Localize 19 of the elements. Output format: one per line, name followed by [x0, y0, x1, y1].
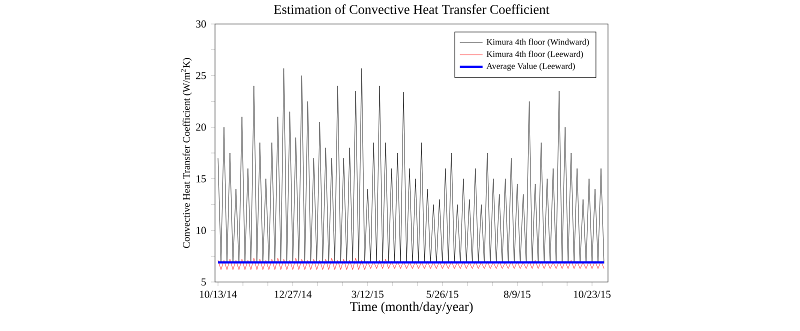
- x-tick-label: 3/12/15: [352, 290, 384, 298]
- chart-title: Estimation of Convective Heat Transfer Coefficient: [274, 4, 550, 14]
- x-tick-label: 10/23/15: [574, 290, 611, 298]
- y-tick-label: 25: [196, 72, 206, 80]
- y-tick-label: 10: [196, 226, 206, 234]
- x-tick-label: 12/27/14: [274, 290, 312, 298]
- y-tick-label: 30: [196, 20, 206, 28]
- legend-label: Kimura 4th floor (Windward): [486, 38, 589, 47]
- legend-label: Average Value (Leeward): [486, 62, 575, 71]
- x-tick-label: 10/13/14: [200, 290, 237, 298]
- line-series: [218, 258, 604, 270]
- y-tick-label: 5: [202, 278, 206, 286]
- x-tick-label: 8/9/15: [504, 290, 530, 298]
- y-tick-label: 15: [196, 175, 206, 182]
- x-tick-label: 5/26/15: [426, 290, 458, 298]
- y-tick-label: 20: [196, 124, 206, 131]
- legend-label: Kimura 4th floor (Leeward): [486, 50, 583, 59]
- y-axis-title: Convective Heat Transfer Coefficient (W/m$^{2}$K): [181, 58, 192, 248]
- x-axis-title: Time (month/day/year): [350, 302, 473, 314]
